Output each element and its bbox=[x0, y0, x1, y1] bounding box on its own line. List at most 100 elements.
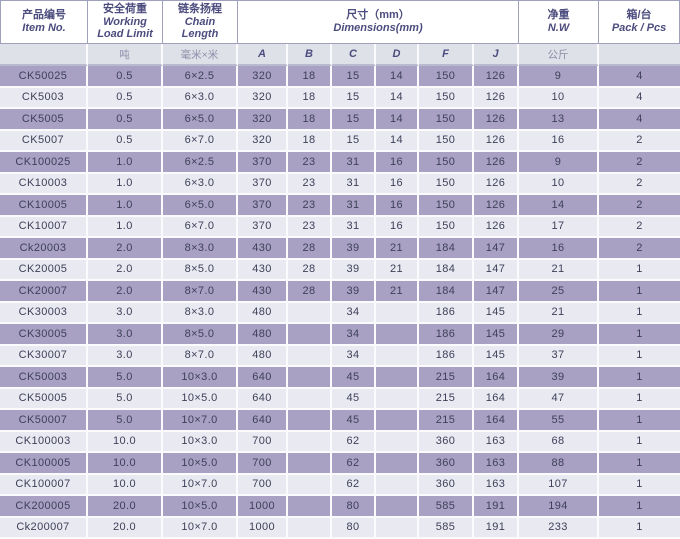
table-cell: 6×2.5 bbox=[163, 152, 238, 174]
table-cell: 215 bbox=[419, 389, 474, 411]
table-cell: 163 bbox=[474, 432, 519, 454]
table-cell: 5.0 bbox=[88, 410, 163, 432]
table-cell: 10×7.0 bbox=[163, 410, 238, 432]
table-cell: 2.0 bbox=[88, 238, 163, 260]
table-cell: 145 bbox=[474, 346, 519, 368]
table-cell: 28 bbox=[288, 281, 332, 303]
table-cell: 126 bbox=[474, 88, 519, 110]
dim-col-a: A bbox=[238, 44, 288, 66]
table-cell: 430 bbox=[238, 238, 288, 260]
table-cell: 34 bbox=[332, 346, 376, 368]
table-cell: 6×5.0 bbox=[163, 195, 238, 217]
table-cell: 370 bbox=[238, 217, 288, 239]
table-cell: 184 bbox=[419, 238, 474, 260]
table-cell: 164 bbox=[474, 389, 519, 411]
table-cell bbox=[288, 324, 332, 346]
table-cell: 360 bbox=[419, 475, 474, 497]
table-cell bbox=[376, 496, 419, 518]
table-cell: 21 bbox=[519, 260, 599, 282]
table-cell: 150 bbox=[419, 131, 474, 153]
table-cell: 320 bbox=[238, 66, 288, 88]
dim-col-j: J bbox=[474, 44, 519, 66]
item-no-cell: CK20007 bbox=[0, 281, 88, 303]
table-cell: 370 bbox=[238, 174, 288, 196]
table-cell: 164 bbox=[474, 367, 519, 389]
item-no-cell: CK10005 bbox=[0, 195, 88, 217]
table-cell: 18 bbox=[288, 66, 332, 88]
table-cell: 480 bbox=[238, 303, 288, 325]
unit-kg: 公斤 bbox=[519, 44, 599, 66]
table-cell: 8×3.0 bbox=[163, 238, 238, 260]
table-cell: 15 bbox=[332, 88, 376, 110]
table-cell: 45 bbox=[332, 410, 376, 432]
table-cell: 191 bbox=[474, 496, 519, 518]
table-cell: 15 bbox=[332, 131, 376, 153]
col-header-dimensions: 尺寸（mm） Dimensions(mm) bbox=[238, 0, 519, 44]
item-no-cell: CK30007 bbox=[0, 346, 88, 368]
table-cell: 1.0 bbox=[88, 217, 163, 239]
table-cell: 1 bbox=[599, 303, 680, 325]
table-cell bbox=[376, 367, 419, 389]
table-cell: 147 bbox=[474, 260, 519, 282]
table-cell bbox=[376, 432, 419, 454]
table-cell: 1 bbox=[599, 260, 680, 282]
table-cell: 39 bbox=[332, 238, 376, 260]
table-cell: 8×3.0 bbox=[163, 303, 238, 325]
table-cell: 150 bbox=[419, 66, 474, 88]
table-cell: 10 bbox=[519, 174, 599, 196]
table-cell: 68 bbox=[519, 432, 599, 454]
table-cell: 39 bbox=[332, 281, 376, 303]
table-cell bbox=[376, 410, 419, 432]
table-cell: 62 bbox=[332, 432, 376, 454]
table-cell: 16 bbox=[376, 152, 419, 174]
item-no-cell: CK30005 bbox=[0, 324, 88, 346]
table-cell: 2 bbox=[599, 174, 680, 196]
table-cell bbox=[376, 475, 419, 497]
subheader-row: 吨 毫米×米 A B C D F J 公斤 bbox=[0, 44, 680, 66]
table-cell: 480 bbox=[238, 324, 288, 346]
table-cell: 0.5 bbox=[88, 109, 163, 131]
table-cell: 28 bbox=[288, 260, 332, 282]
table-cell: 45 bbox=[332, 389, 376, 411]
table-cell: 80 bbox=[332, 496, 376, 518]
table-cell: 15 bbox=[332, 66, 376, 88]
unit-mm-x-m: 毫米×米 bbox=[163, 44, 238, 66]
table-cell: 370 bbox=[238, 152, 288, 174]
table-cell: 10.0 bbox=[88, 432, 163, 454]
table-cell: 126 bbox=[474, 174, 519, 196]
table-cell bbox=[376, 346, 419, 368]
table-cell: 1.0 bbox=[88, 152, 163, 174]
table-cell: 1 bbox=[599, 496, 680, 518]
item-no-cell: CK50025 bbox=[0, 66, 88, 88]
table-cell: 700 bbox=[238, 453, 288, 475]
table-cell: 23 bbox=[288, 195, 332, 217]
table-cell bbox=[288, 475, 332, 497]
table-cell: 10.0 bbox=[88, 475, 163, 497]
table-cell: 88 bbox=[519, 453, 599, 475]
table-cell: 640 bbox=[238, 367, 288, 389]
table-cell: 4 bbox=[599, 109, 680, 131]
table-cell: 1.0 bbox=[88, 174, 163, 196]
table-cell: 31 bbox=[332, 217, 376, 239]
chain-label-zh: 链条扬程 bbox=[165, 3, 235, 16]
table-cell: 107 bbox=[519, 475, 599, 497]
table-cell: 150 bbox=[419, 109, 474, 131]
table-cell: 430 bbox=[238, 281, 288, 303]
table-cell: 10×5.0 bbox=[163, 389, 238, 411]
table-cell: 1 bbox=[599, 410, 680, 432]
table-cell: 3.0 bbox=[88, 346, 163, 368]
table-cell: 5.0 bbox=[88, 389, 163, 411]
item-no-cell: CK5005 bbox=[0, 109, 88, 131]
table-cell: 47 bbox=[519, 389, 599, 411]
table-cell: 1 bbox=[599, 367, 680, 389]
col-header-net-weight: 净重 N.W bbox=[519, 0, 599, 44]
table-cell: 18 bbox=[288, 88, 332, 110]
